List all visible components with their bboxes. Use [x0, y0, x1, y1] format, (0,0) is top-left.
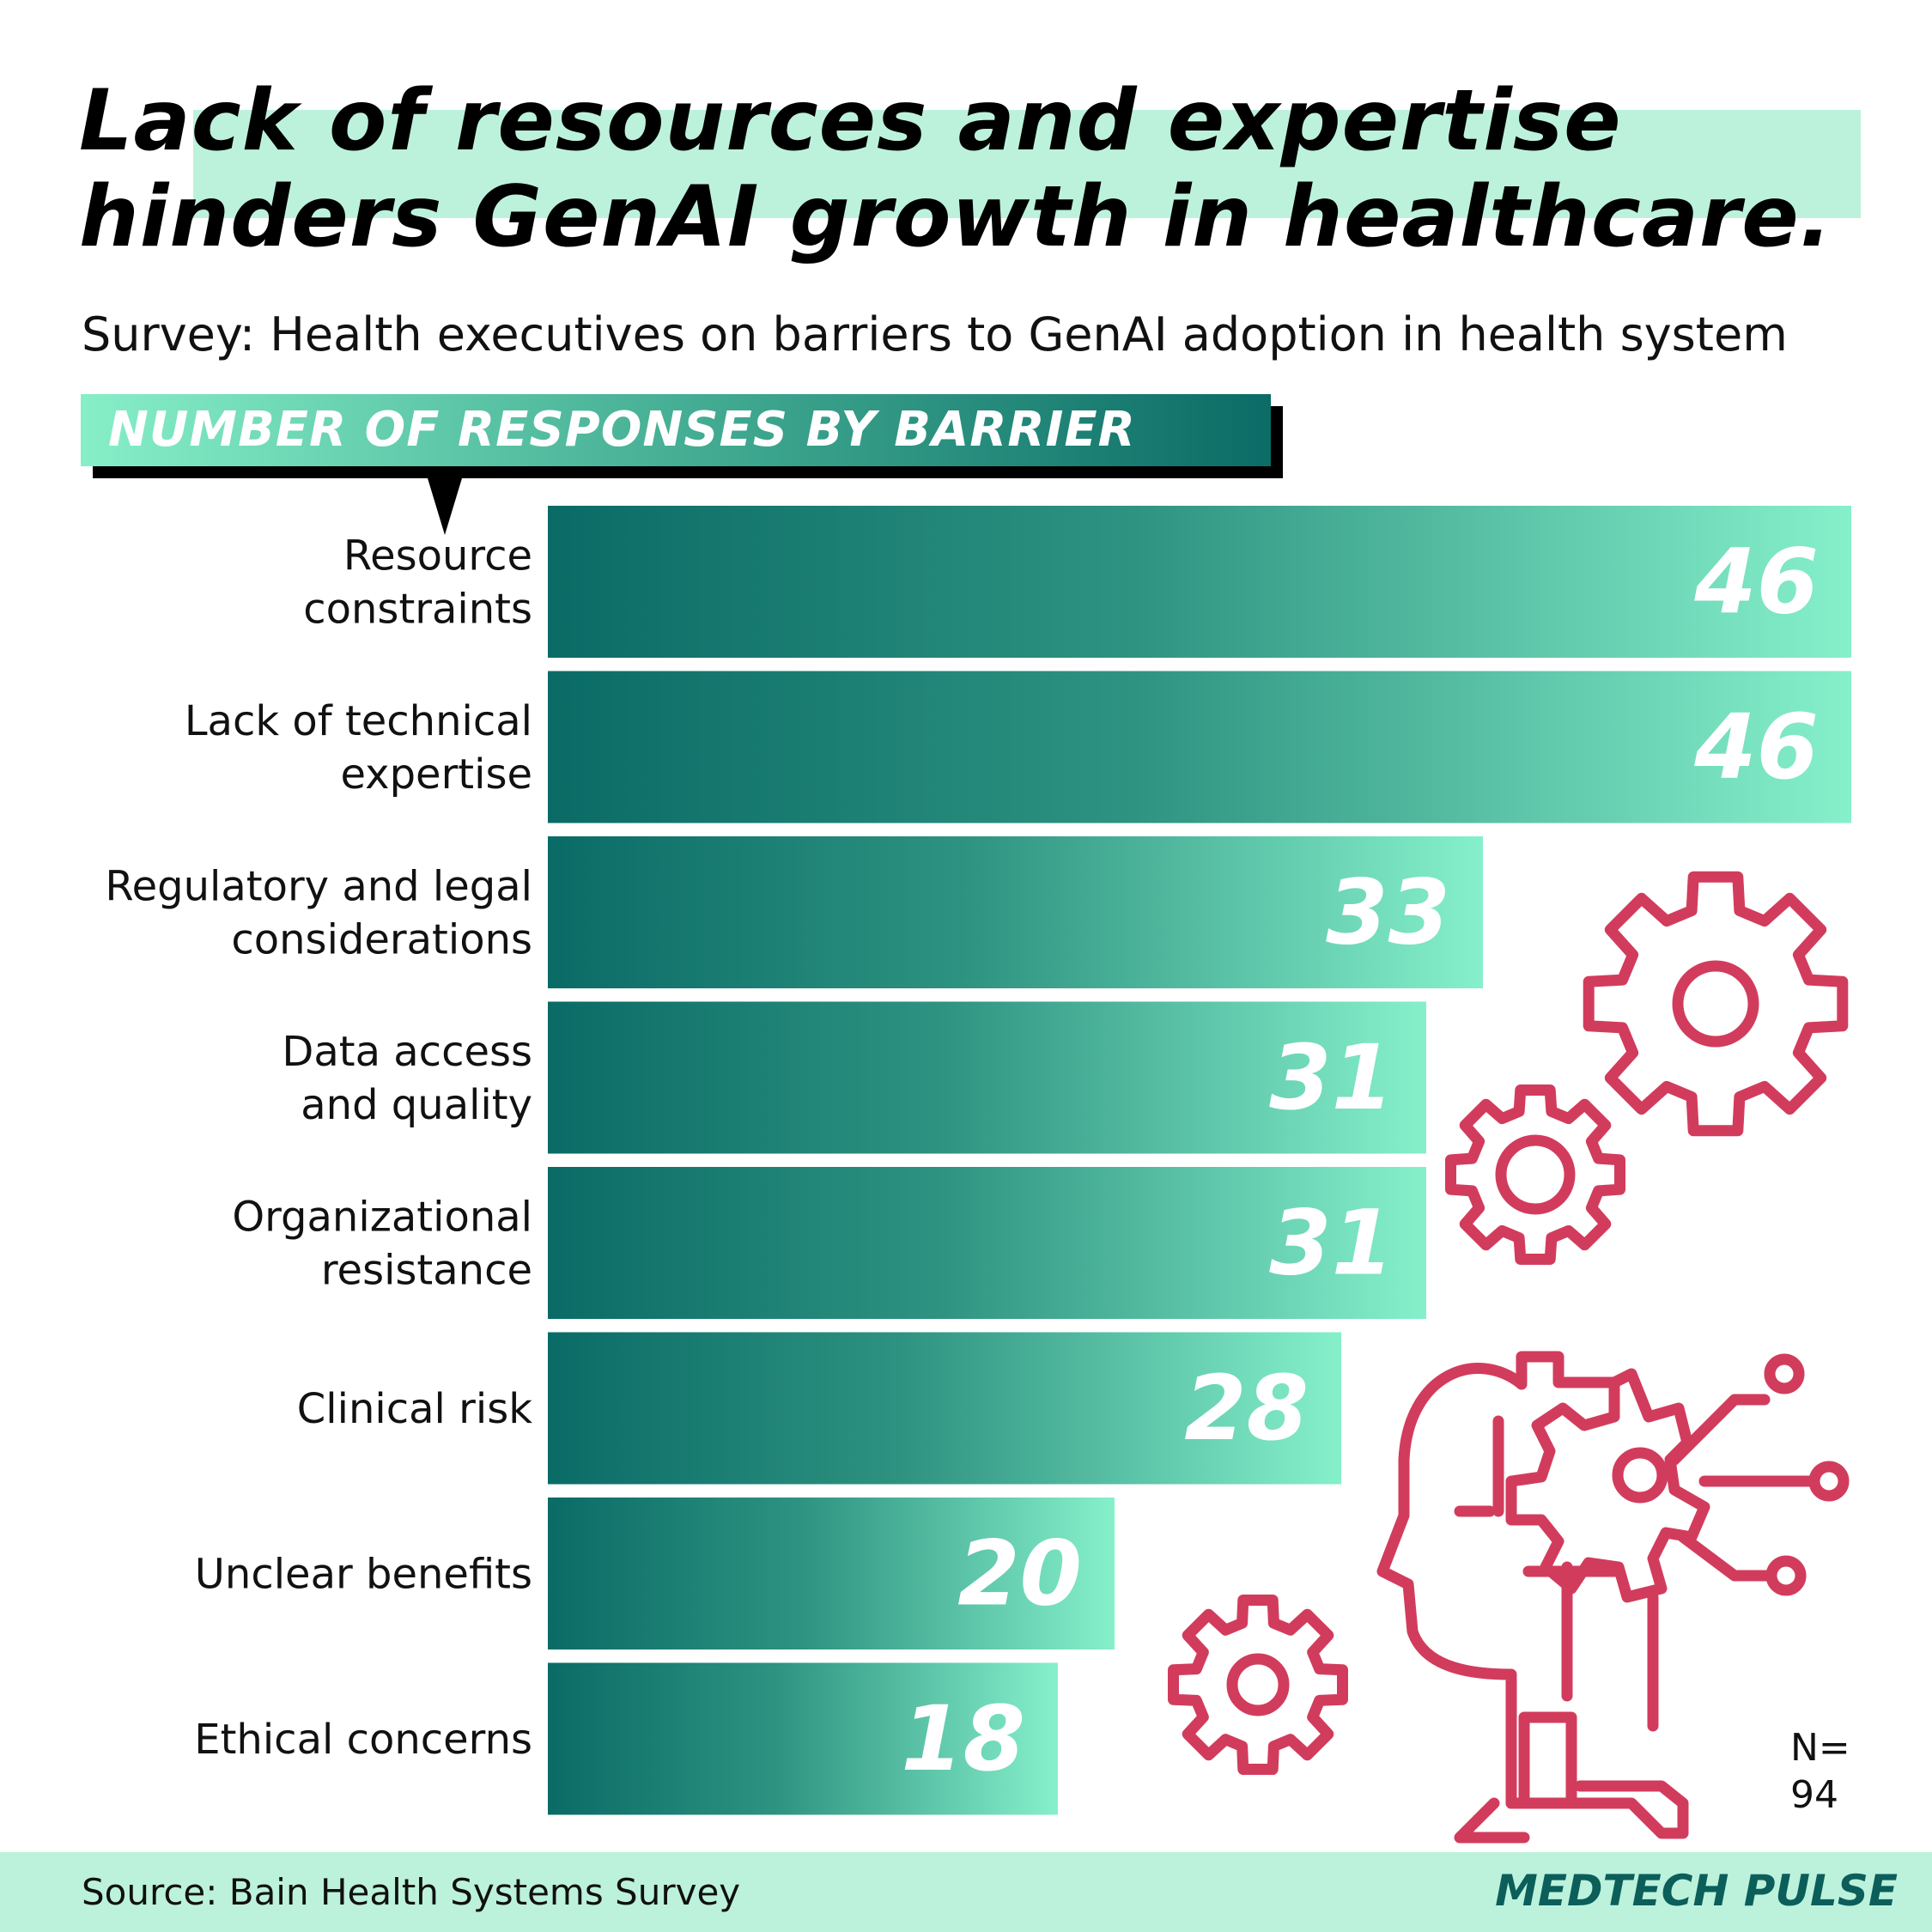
category-label-3-0: Data access: [282, 1028, 532, 1076]
category-label-4-0: Organizational: [232, 1194, 532, 1242]
ai-head-icon: [1376, 1351, 1850, 1844]
sample-size-label: N=: [1790, 1726, 1850, 1770]
title-line-2: hinders GenAI growth in healthcare.: [79, 168, 1832, 266]
data-label-0: 46: [1693, 530, 1819, 635]
bar-5: [548, 1332, 1341, 1485]
category-label-2-1: considerations: [231, 916, 532, 964]
bar-7: [548, 1662, 1058, 1815]
bar-chart: 46 Resource constraints 46 Lack of technical…: [105, 506, 1851, 1844]
data-label-1: 46: [1693, 695, 1819, 799]
category-label-0-1: constraints: [303, 586, 532, 634]
category-label-1-1: expertise: [340, 750, 532, 799]
chart-subtitle: Survey: Health executives on barriers to…: [82, 307, 1788, 361]
data-label-2: 33: [1326, 860, 1450, 965]
category-label-7-0: Ethical concerns: [194, 1716, 532, 1764]
bar-4: [548, 1167, 1426, 1319]
gear-icon: [1583, 871, 1849, 1137]
title-line-1: Lack of resources and expertise: [79, 72, 1622, 170]
sample-size-value: 94: [1790, 1773, 1838, 1817]
bar-1: [548, 671, 1851, 823]
brand-logo: MEDTECH PULSE: [1495, 1866, 1898, 1916]
data-label-4: 31: [1269, 1191, 1394, 1296]
source-note: Source: Bain Health Systems Survey: [82, 1871, 741, 1913]
category-label-0-0: Resource: [343, 532, 532, 580]
footer-band: [0, 1852, 1932, 1932]
category-label-2-0: Regulatory and legal: [105, 863, 532, 911]
category-label-5-0: Clinical risk: [297, 1385, 532, 1433]
category-label-4-1: resistance: [321, 1247, 532, 1295]
section-pointer: [428, 478, 462, 535]
title-highlight: [193, 110, 1861, 218]
data-label-3: 31: [1269, 1025, 1394, 1130]
page-title: Lack of resources and expertise hinders …: [79, 73, 1917, 265]
data-label-6: 20: [957, 1522, 1082, 1626]
data-label-5: 28: [1184, 1356, 1309, 1461]
category-label-3-1: and quality: [301, 1081, 532, 1129]
bar-0: [548, 506, 1851, 658]
bar-2: [548, 836, 1483, 988]
bar-6: [548, 1498, 1115, 1649]
category-label-6-0: Unclear benefits: [195, 1551, 532, 1599]
gear-icon: [1445, 1084, 1625, 1265]
category-label-1-0: Lack of technical: [185, 697, 532, 745]
bar-3: [548, 1001, 1426, 1154]
gear-icon: [1168, 1595, 1348, 1775]
data-label-7: 18: [901, 1686, 1025, 1791]
section-label: NUMBER OF RESPONSES BY BARRIER: [81, 394, 1271, 466]
